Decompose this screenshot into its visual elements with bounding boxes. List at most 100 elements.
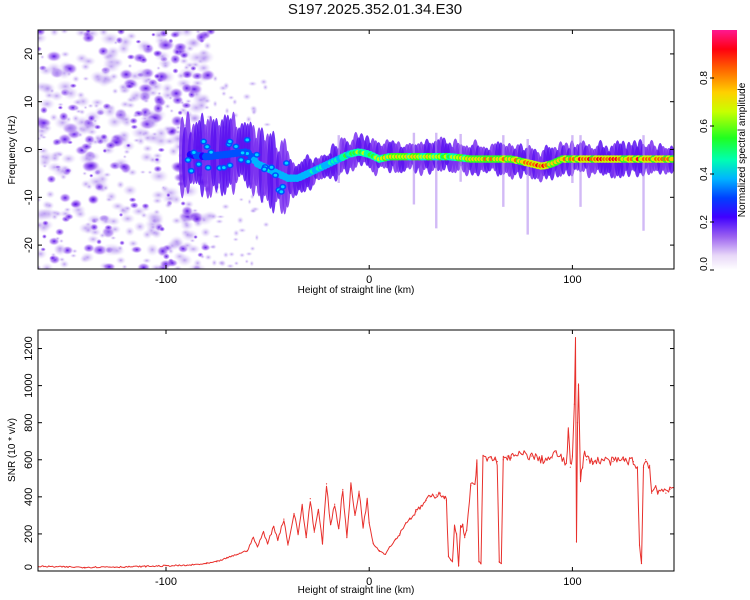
snr-point-43 (384, 553, 387, 555)
spectrogram-noise-blob-533 (46, 62, 63, 76)
spectrogram-noise-blob-381 (104, 141, 117, 150)
snr-point-75 (494, 459, 496, 461)
spectrogram-noise-blob-512 (49, 88, 55, 94)
snr-point-106 (632, 461, 634, 463)
snr-series-points (38, 330, 674, 568)
spectrogram-noise-blob-243 (156, 66, 161, 71)
spectrogram-streak-4 (502, 135, 505, 207)
snr-point-81 (510, 457, 513, 459)
spectrogram-y-tick-label-2: 0 (23, 146, 35, 152)
spectrogram-noise-blob-615 (238, 252, 246, 258)
snr-point-96 (577, 385, 580, 387)
spectrogram-noise-blob-565 (227, 95, 235, 101)
spectrogram-noise-blob-348 (179, 51, 189, 59)
snr-point-49 (415, 511, 417, 513)
spectrogram-noise-blob-618 (231, 98, 238, 106)
spectrogram-noise-blob-267 (193, 234, 198, 240)
snr-point-18 (277, 538, 279, 541)
spectrogram-streak-2 (435, 132, 438, 229)
spectrogram-noise-blob-121 (141, 144, 154, 153)
colorbar-tick-label-1: 0.2 (699, 215, 710, 229)
spectrogram-noise-blob-334 (115, 107, 127, 116)
snr-point-21 (293, 512, 295, 515)
snr-point-68 (474, 483, 476, 485)
spectrogram-noise-blob-622 (232, 229, 240, 237)
spectrogram-noise-blob-566 (215, 218, 224, 225)
snr-point-37 (358, 490, 360, 492)
spectrogram-noise-blob-563 (212, 75, 219, 83)
spectrogram-noise-blob-497 (102, 262, 116, 269)
spectrogram-noise-blob-500 (106, 115, 123, 129)
spectrogram-noise-blob-273 (82, 76, 90, 82)
spectrogram-noise-blob-498 (162, 124, 174, 133)
snr-point-48 (409, 518, 411, 520)
spectrogram-noise-blob-28 (57, 102, 64, 107)
colorbar-label: Normalized spectral amplitude (737, 82, 748, 217)
spectrogram-noise-blob-361 (122, 154, 128, 159)
snr-point-6 (165, 565, 167, 567)
snr-y-tick-label-1: 200 (23, 525, 35, 543)
snr-point-39 (366, 499, 368, 502)
spectrogram-noise-blob-49 (116, 30, 126, 36)
spectrogram-noise-blob-468 (41, 123, 53, 133)
snr-point-113 (649, 464, 651, 466)
spectrogram-noise-blob-520 (117, 162, 131, 171)
spectrogram-noise-blob-489 (93, 124, 102, 130)
colorbar: 0.0 0.2 0.4 0.6 0.8 Normalized spectral ampl… (699, 30, 748, 271)
spectrogram-noise-blob-553 (152, 152, 163, 160)
spectrogram-noise-blob-514 (53, 243, 67, 254)
spectrogram-y-tick-label-1: -10 (23, 189, 35, 205)
spectrogram-noise-blob-540 (127, 239, 139, 248)
snr-panel: -100 0 100 0 200 400 600 800 1000 1200 Height of… (7, 329, 675, 596)
spectrogram-noise-blob-457 (128, 197, 137, 203)
spectrogram-left-blob-core-27 (246, 159, 251, 163)
spectrogram-noise-blob-219 (69, 253, 78, 259)
spectrogram-noise-blob-535 (40, 54, 45, 60)
snr-point-1 (63, 566, 66, 568)
spectrogram-noise-blob-313 (176, 71, 186, 80)
spectrogram-noise-blob-223 (38, 207, 54, 220)
spectrogram-noise-blob-245 (124, 226, 135, 237)
spectrogram-noise-blob-591 (233, 260, 240, 266)
spectrogram-noise-blob-16 (169, 53, 181, 65)
spectrogram-noise-blob-393 (146, 116, 160, 130)
spectrogram-noise-blob-534 (49, 153, 61, 163)
snr-point-90 (569, 466, 571, 468)
snr-point-107 (636, 466, 639, 468)
spectrogram-noise-blob-432 (183, 231, 192, 239)
spectrogram-x-ticks: -100 0 100 (155, 30, 582, 286)
spectrogram-left-blob-core-1 (254, 153, 259, 157)
snr-x-axis-label: Height of straight line (km) (298, 585, 415, 596)
spectrogram-noise-blob-506 (59, 192, 72, 203)
spectrogram-noise-blob-462 (117, 129, 131, 141)
spectrogram-noise-blob-277 (178, 57, 190, 65)
spectrogram-noise-blob-402 (101, 242, 122, 257)
snr-point-104 (612, 461, 614, 463)
snr-point-86 (555, 451, 557, 453)
spectrogram-x-tick-label-1: 0 (366, 274, 372, 286)
snr-point-4 (124, 566, 126, 568)
snr-point-87 (561, 459, 563, 461)
spectrogram-noise-blob-323 (63, 206, 72, 213)
spectrogram-noise-blob-427 (77, 132, 84, 138)
spectrogram-left-blob-core-10 (239, 158, 243, 162)
spectrogram-noise-blob-548 (201, 218, 207, 223)
spectrogram-streak-5 (526, 138, 529, 235)
spectrogram-noise-blob-357 (87, 194, 100, 205)
colorbar-gradient (712, 30, 737, 270)
spectrogram-noise-blob-105 (180, 200, 186, 206)
spectrogram-noise-blob-305 (60, 50, 71, 58)
snr-x-ticks: -100 0 100 (155, 330, 582, 588)
snr-point-15 (262, 531, 265, 533)
spectrogram-noise-blob-531 (166, 259, 179, 268)
spectrogram-noise-blob-123 (147, 170, 153, 175)
spectrogram-noise-blob-544 (127, 63, 133, 69)
spectrogram-noise-blob-473 (87, 114, 96, 123)
spectrogram-noise-blob-391 (46, 50, 62, 62)
spectrogram-noise-blob-623 (217, 260, 226, 266)
spectrogram-noise-blob-592 (221, 203, 231, 210)
snr-point-13 (252, 537, 254, 539)
snr-point-2 (84, 566, 86, 568)
spectrogram-noise-blob-412 (200, 243, 211, 252)
spectrogram-noise-blob-425 (116, 245, 124, 252)
